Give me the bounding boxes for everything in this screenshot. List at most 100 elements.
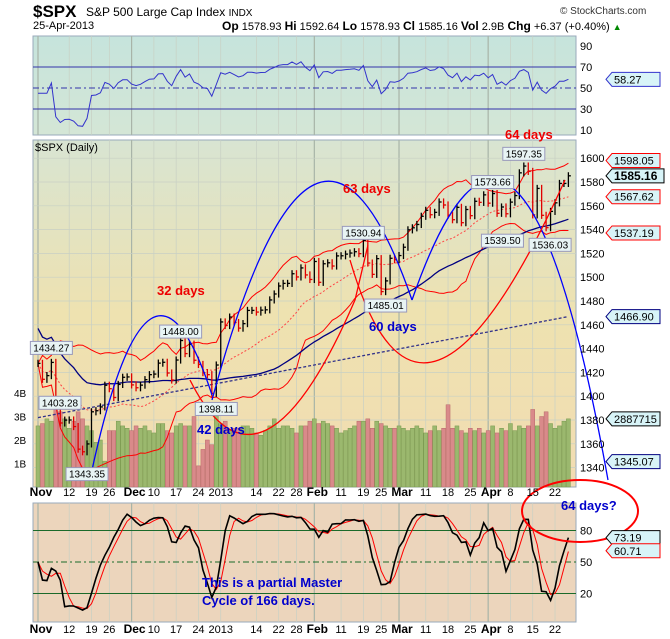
volume-bar: [84, 425, 90, 488]
x-tick-label: Dec: [124, 485, 146, 499]
volume-bar: [173, 425, 179, 488]
volume-bar: [294, 432, 299, 488]
price-tick-label: 1600: [580, 153, 604, 165]
volume-bar: [503, 430, 509, 488]
x-tick-label: 10: [148, 487, 160, 499]
rsi-tick-label: 10: [580, 125, 592, 137]
volume-bar: [316, 423, 322, 488]
quote-line: Op 1578.93 Hi 1592.64 Lo 1578.93 Cl 1585…: [222, 19, 622, 33]
volume-bar: [338, 432, 344, 488]
index-title: S&P 500 Large Cap Index: [86, 5, 226, 19]
volume-bar: [142, 425, 148, 488]
price-tick-label: 1440: [580, 344, 604, 356]
volume-bar: [276, 428, 281, 488]
volume-bar: [205, 439, 210, 488]
stoch-d-last-value-tag: [605, 543, 661, 559]
chg-label: Chg: [507, 19, 531, 33]
volume-bar: [151, 432, 157, 488]
op-value: 1578.93: [241, 21, 282, 33]
x-tick-label: 2013: [208, 624, 232, 636]
volume-bar: [494, 432, 500, 488]
x-tick-label: Dec: [124, 622, 146, 636]
volume-tick-label: 2B: [14, 436, 27, 447]
volume-bar: [329, 425, 335, 488]
volume-bar: [160, 423, 166, 488]
volume-bar: [561, 420, 567, 488]
x-tick-label: 11: [335, 624, 346, 636]
volume-bar: [307, 420, 313, 488]
volume-bar: [548, 423, 553, 488]
volume-bar: [392, 428, 397, 488]
upper-band-last-value-tag: [605, 153, 661, 169]
x-tick-label: 28: [290, 624, 302, 636]
volume-bar: [191, 416, 197, 488]
cycle-arc-63: [211, 180, 413, 401]
volume-bar: [485, 430, 491, 488]
sma20-last-value: 1567.62: [614, 192, 654, 204]
op-label: Op: [222, 19, 239, 33]
stoch-k-line: [37, 512, 570, 611]
volume-bar: [534, 425, 540, 488]
volume-bar: [463, 432, 469, 488]
volume-bar: [454, 425, 460, 488]
volume-bar: [517, 425, 522, 488]
volume-bar: [156, 423, 161, 488]
hi-label: Hi: [284, 19, 297, 33]
annotation-42-days: 42 days: [197, 422, 245, 437]
volume-bar: [169, 432, 174, 488]
volume-bar: [285, 425, 290, 488]
volume-bar: [427, 430, 433, 488]
volume-bar: [35, 425, 41, 488]
volume-bar: [481, 432, 486, 488]
volume-bar: [499, 428, 504, 488]
price-callout-box: [159, 324, 203, 339]
volume-bar: [334, 428, 339, 488]
price-tick-label: 1380: [580, 415, 604, 427]
volume-bar: [249, 428, 255, 488]
volume-bar: [526, 425, 531, 488]
x-tick-label: 10: [148, 624, 160, 636]
cycle-arc-64: [411, 179, 609, 481]
volume-bar: [187, 425, 192, 488]
volume-bar: [361, 420, 366, 488]
x-tick-label: Nov: [30, 622, 53, 636]
lower-band-last-value-tag: [605, 225, 661, 241]
volume-bar: [236, 428, 241, 488]
sma20-last-value-tag: [605, 189, 661, 205]
volume-bar: [325, 423, 330, 488]
x-tick-label: 2013: [208, 487, 232, 499]
volume-bar: [258, 435, 264, 488]
volume-bar: [490, 425, 495, 488]
volume-bar: [539, 416, 544, 488]
x-tick-label: 25: [464, 487, 476, 499]
x-tick-label: 8: [507, 487, 513, 499]
x-tick-label: 22: [549, 487, 561, 499]
volume-tick-label: 3B: [14, 413, 27, 424]
rsi-last-value: 58.27: [614, 74, 642, 86]
volume-last-value: 2887715: [614, 414, 657, 426]
x-tick-label: 24: [192, 624, 204, 636]
volume-ma-last-value: 1345.07: [614, 457, 654, 469]
volume-bar: [521, 428, 527, 488]
x-tick-label: 19: [357, 487, 369, 499]
x-tick-label: 19: [85, 487, 97, 499]
bollinger-lower: [37, 222, 569, 473]
quote-date: 25-Apr-2013: [33, 20, 95, 32]
volume-bar: [231, 428, 237, 488]
volume-bar: [245, 425, 250, 488]
volume-bar: [312, 418, 317, 488]
volume-bar: [107, 430, 112, 488]
x-tick-label: Feb: [307, 622, 328, 636]
volume-bar: [472, 430, 478, 488]
stoch-tick-label: 50: [580, 557, 592, 569]
volume-bar: [44, 418, 50, 488]
volume-bar: [405, 430, 411, 488]
annotation-63-days: 63 days: [343, 181, 391, 196]
volume-bar: [508, 423, 513, 488]
volume-bar: [365, 418, 371, 488]
price-callout-box: [471, 175, 515, 190]
volume-bar: [352, 425, 357, 488]
x-tick-label: 25: [464, 624, 476, 636]
source-credit: © StockCharts.com: [560, 6, 647, 17]
volume-bar: [445, 404, 451, 488]
